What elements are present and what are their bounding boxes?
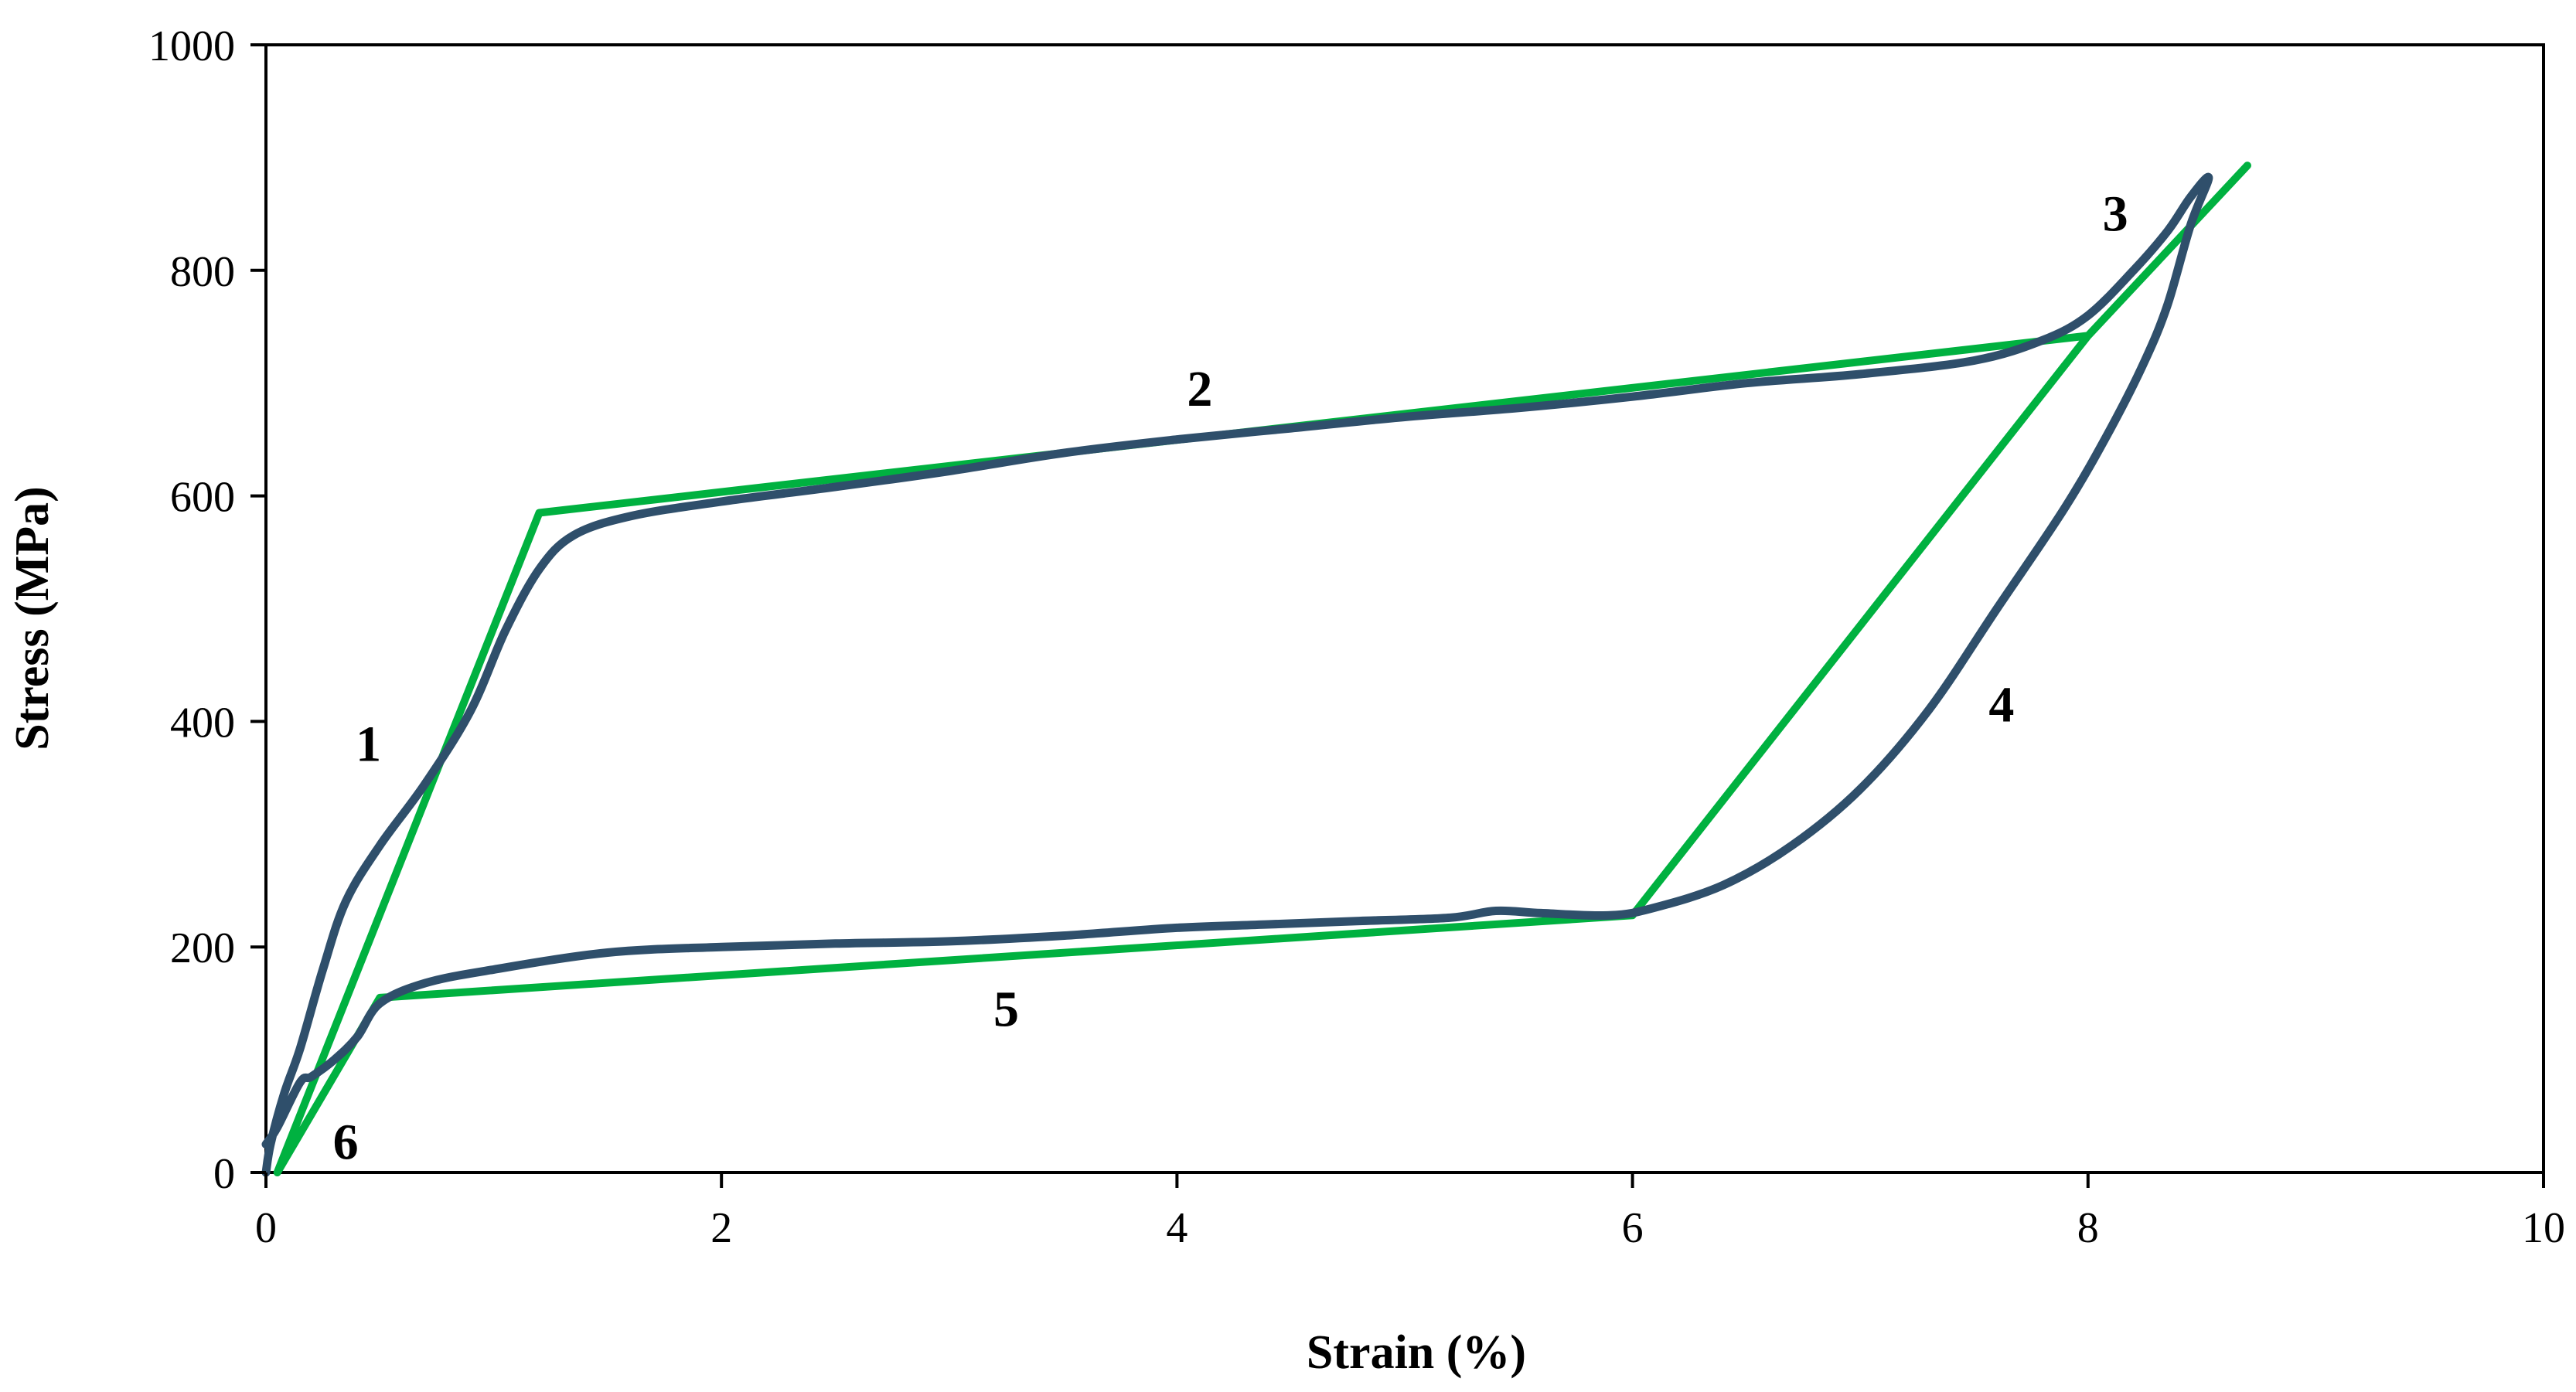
- plot-frame-group: [264, 43, 2545, 1174]
- segment-label-6: 6: [333, 1114, 359, 1170]
- x-tick-label: 2: [710, 1204, 732, 1252]
- y-tick-label: 200: [170, 924, 235, 972]
- plot-frame: [264, 43, 2545, 1174]
- y-axis-title: Stress (MPa): [6, 486, 59, 750]
- segment-label-3: 3: [2103, 186, 2128, 243]
- y-tick-label: 1000: [148, 22, 235, 70]
- x-tick-label: 0: [255, 1204, 277, 1252]
- y-tick-label: 400: [170, 699, 235, 747]
- y-tick-label: 800: [170, 248, 235, 296]
- series-group: [261, 162, 2251, 1177]
- x-tick-label: 8: [2077, 1204, 2099, 1252]
- x-tick-label: 10: [2522, 1204, 2565, 1252]
- y-tick-label: 0: [213, 1150, 235, 1198]
- segment-label-5: 5: [993, 981, 1019, 1037]
- x-axis-title: Strain (%): [1307, 1326, 1526, 1379]
- segment-label-4: 4: [1988, 676, 2014, 733]
- annotation-group: 1 2 3 4 5 6: [333, 186, 2128, 1171]
- measured-curve-line: [261, 172, 2213, 1177]
- idealized-model-line: [273, 162, 2251, 1176]
- segment-label-1: 1: [356, 716, 381, 772]
- x-tick-label: 4: [1166, 1204, 1187, 1252]
- y-tick-label: 600: [170, 474, 235, 522]
- segment-label-2: 2: [1187, 361, 1212, 417]
- x-tick-label: 6: [1622, 1204, 1644, 1252]
- ticks-group: 0 2 4 6 8 10 0 200 400 600 800 1000: [148, 22, 2565, 1252]
